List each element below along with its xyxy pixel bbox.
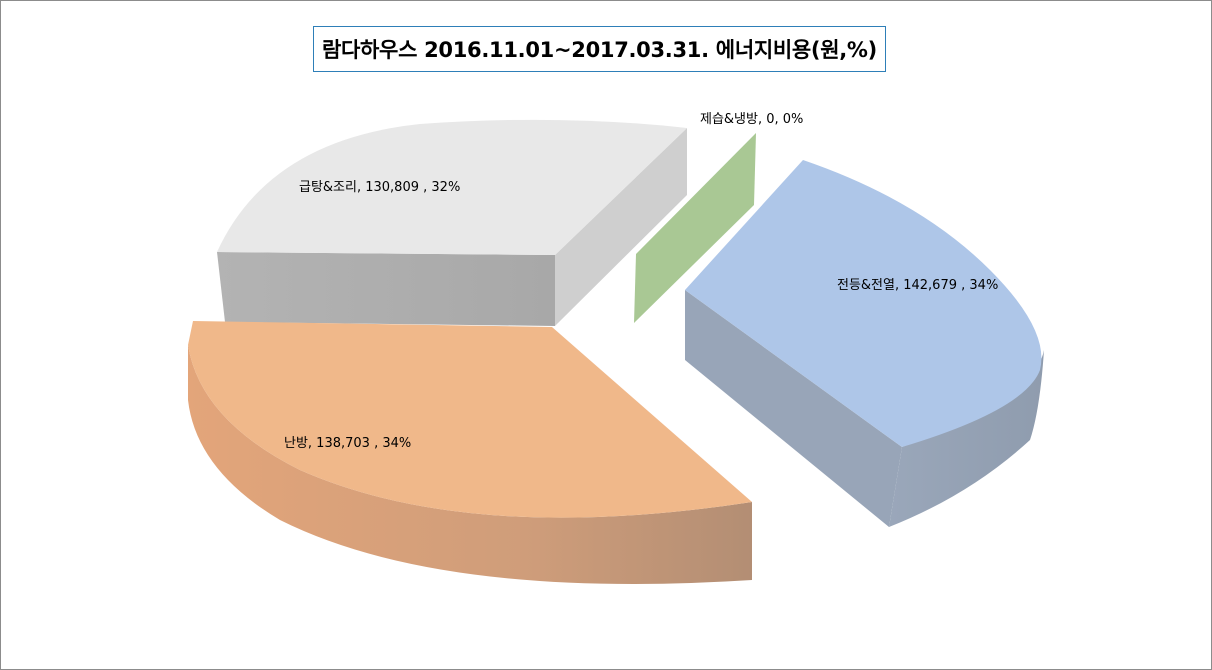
chart-title-box: 람다하우스 2016.11.01~2017.03.31. 에너지비용(원,%) — [313, 26, 886, 72]
slice-heating-side — [188, 345, 752, 584]
slice-heating — [188, 321, 752, 584]
data-label-heating: 난방, 138,703 , 34% — [284, 436, 411, 451]
slice-dehumid-face — [634, 133, 756, 323]
slice-lighting-inner — [685, 290, 902, 527]
data-label-dehumid: 제습&냉방, 0, 0% — [700, 112, 803, 127]
data-label-lighting: 전등&전열, 142,679 , 34% — [837, 278, 998, 293]
slice-heating-top — [188, 321, 752, 518]
chart-title: 람다하우스 2016.11.01~2017.03.31. 에너지비용(원,%) — [322, 38, 877, 62]
slice-lighting-top — [685, 160, 1042, 447]
slice-lighting-side — [889, 350, 1044, 527]
slice-hotwater-inner — [555, 128, 687, 326]
slice-hotwater-side — [217, 252, 555, 326]
slice-hotwater-top — [217, 119, 687, 255]
slice-lighting-outlet — [685, 160, 1044, 527]
data-label-hotwater: 급탕&조리, 130,809 , 32% — [299, 180, 460, 195]
slice-hotwater-cooking — [217, 119, 687, 326]
slice-dehumid-cooling — [634, 133, 756, 323]
